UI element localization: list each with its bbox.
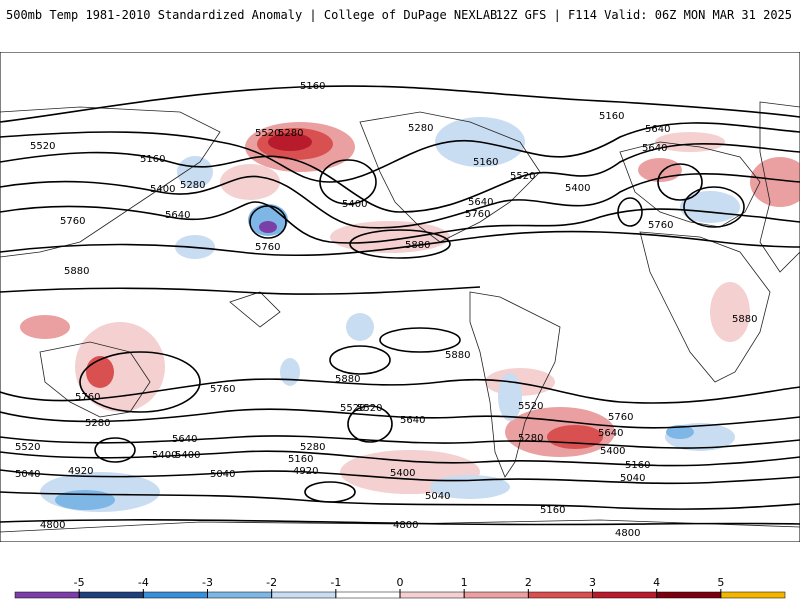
- contour-label: 5880: [732, 314, 757, 325]
- colorbar-tick-label: -1: [330, 576, 341, 589]
- height-contours: [0, 85, 800, 526]
- contour-label: 5760: [60, 216, 85, 227]
- contour-label: 5280: [518, 433, 543, 444]
- map-title: 500mb Temp 1981-2010 Standardized Anomal…: [6, 8, 498, 22]
- colorbar-tick-label: 1: [461, 576, 468, 589]
- contour-label: 4920: [68, 466, 93, 477]
- contour-label: 5760: [465, 209, 490, 220]
- contour-label: 5520: [30, 141, 55, 152]
- contour-label: 5160: [625, 460, 650, 471]
- contour-label: 5280: [278, 128, 303, 139]
- colorbar-segment: [78, 591, 144, 599]
- contour-label: 5640: [468, 197, 493, 208]
- contour-label: 5400: [565, 183, 590, 194]
- colorbar-tick-label: -5: [74, 576, 85, 589]
- contour-label: 5640: [598, 428, 623, 439]
- contour-label: 5760: [75, 392, 100, 403]
- colorbar: -5 -4 -3 -2 -1 0 1 2 3 4 5: [14, 576, 786, 599]
- contour-label: 5040: [15, 469, 40, 480]
- colorbar-tick-label: -4: [138, 576, 149, 589]
- contour-label: 5160: [140, 154, 165, 165]
- contour-label: 5400: [150, 184, 175, 195]
- colorbar-segment: [720, 591, 786, 599]
- contour-label: 5640: [645, 124, 670, 135]
- colorbar-tick-label: -3: [202, 576, 213, 589]
- contour-label: 5280: [408, 123, 433, 134]
- contour-label: 5040: [425, 491, 450, 502]
- contour-label: 5880: [405, 240, 430, 251]
- colorbar-tick-label: -2: [266, 576, 277, 589]
- contour-label: 5880: [64, 266, 89, 277]
- contour-labels: 5160 5280 5520 5160 5400 5640 5280 5400 …: [15, 81, 757, 539]
- contour-label: 5400: [600, 446, 625, 457]
- contour-label: 5520: [518, 401, 543, 412]
- contour-label: 5880: [335, 374, 360, 385]
- contour-label: 4800: [40, 520, 65, 531]
- contour-label: 5760: [210, 384, 235, 395]
- colorbar-segment: [207, 591, 272, 599]
- contour-label: 4920: [293, 466, 318, 477]
- colorbar-tick-label: 0: [397, 576, 404, 589]
- contour-label: 5760: [648, 220, 673, 231]
- colorbar-segment: [271, 591, 337, 599]
- contour-label: 5160: [540, 505, 565, 516]
- colorbar-tick-label: 3: [589, 576, 596, 589]
- valid-time: 12Z GFS | F114 Valid: 06Z MON MAR 31 202…: [495, 8, 792, 22]
- colorbar-segment: [592, 591, 657, 599]
- colorbar-segment: [399, 591, 465, 599]
- colorbar-tick-label: 4: [653, 576, 660, 589]
- contour-label: 5400: [175, 450, 200, 461]
- colorbar-segment: [14, 591, 80, 599]
- contour-label: 5280: [300, 442, 325, 453]
- colorbar-segment: [463, 591, 529, 599]
- contour-label: 5400: [390, 468, 415, 479]
- header: 500mb Temp 1981-2010 Standardized Anomal…: [0, 0, 800, 30]
- contour-label: 5520: [255, 128, 280, 139]
- contour-label: 4800: [393, 520, 418, 531]
- contour-label: 5400: [152, 450, 177, 461]
- anomaly-map: 5160 5280 5520 5160 5400 5640 5280 5400 …: [0, 52, 800, 542]
- contour-label: 5160: [599, 111, 624, 122]
- contour-label: 5640: [400, 415, 425, 426]
- colorbar-segment: [335, 591, 401, 599]
- contour-label: 5520: [357, 403, 382, 414]
- contour-label: 5400: [342, 199, 367, 210]
- contour-label: 5160: [300, 81, 325, 92]
- contour-label: 5280: [85, 418, 110, 429]
- colorbar-segment: [528, 591, 593, 599]
- contour-label: 5520: [15, 442, 40, 453]
- contour-label: 5760: [608, 412, 633, 423]
- contour-label: 5640: [642, 143, 667, 154]
- colorbar-tick-label: 5: [717, 576, 724, 589]
- contour-label: 5880: [445, 350, 470, 361]
- contour-label: 5520: [340, 403, 365, 414]
- colorbar-ticks: -5 -4 -3 -2 -1 0 1 2 3 4 5: [74, 576, 724, 598]
- contour-label: 5760: [255, 242, 280, 253]
- contour-label: 5640: [165, 210, 190, 221]
- contour-label: 5040: [210, 469, 235, 480]
- contour-label: 5280: [180, 180, 205, 191]
- colorbar-segment: [656, 591, 722, 599]
- contour-label: 5640: [172, 434, 197, 445]
- contour-label: 5040: [620, 473, 645, 484]
- colorbar-segment: [143, 591, 208, 599]
- contour-label: 4800: [615, 528, 640, 539]
- contour-label: 5520: [510, 171, 535, 182]
- colorbar-tick-label: 2: [525, 576, 532, 589]
- contour-label: 5160: [473, 157, 498, 168]
- contour-label: 5160: [288, 454, 313, 465]
